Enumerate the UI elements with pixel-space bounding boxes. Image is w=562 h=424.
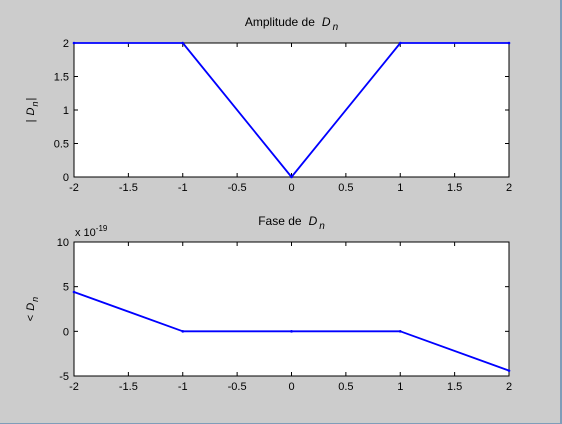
plot-2-y-multiplier-base: x 10 xyxy=(75,227,96,239)
plot-2-x-tick-label: 1 xyxy=(397,381,403,393)
plot-1-x-tick-label: 1 xyxy=(397,182,403,194)
plot-1-data-point xyxy=(72,41,76,45)
plot-1-y-tick-label: 0 xyxy=(63,172,69,184)
plot-1-x-tick-label: 1.5 xyxy=(447,182,462,194)
plot-1-x-tick-label: -0.5 xyxy=(228,182,247,194)
plot-1-x-tick-label: 0.5 xyxy=(338,182,353,194)
plot-2-x-tick-label: -1 xyxy=(178,381,188,393)
plot-2-x-tick-label: 2 xyxy=(506,381,512,393)
plot-2-y-multiplier: x 10-19 xyxy=(75,224,108,239)
plot-2-y-label-prefix: < xyxy=(25,315,37,321)
plot-1-y-label-subscript: n xyxy=(30,102,40,107)
plot-2-y-label-subscript: n xyxy=(30,297,40,302)
plot-1-data-point xyxy=(398,41,402,45)
plot-1-y-label-suffix: | xyxy=(25,98,37,101)
plot-1: -2 -1.5 -1 -0.5 0 0.5 1 1.5 2 0 0.5 1 1.5 2 Amplitude … xyxy=(25,15,512,194)
plot-1-y-label-symbol: D xyxy=(25,107,37,115)
plot-2-x-tick-label: 1.5 xyxy=(447,381,462,393)
plot-1-y-axis-label: |Dn| xyxy=(25,98,40,123)
plot-2-data-point xyxy=(507,369,511,372)
plot-2-y-tick-label: 5 xyxy=(63,282,69,294)
plot-2-y-multiplier-exponent: -19 xyxy=(96,224,108,233)
plot-2-x-tick-label: -0.5 xyxy=(228,381,247,393)
plot-1-data-point xyxy=(507,41,511,45)
plot-1-x-tick-label: -1 xyxy=(178,182,188,194)
plot-2-y-tick-label: 10 xyxy=(57,237,69,249)
plot-2-data-point xyxy=(398,330,402,333)
plot-2-title-subscript: n xyxy=(319,221,325,232)
plot-1-y-label-prefix: | xyxy=(25,119,37,122)
plot-2-title-symbol: D xyxy=(309,214,318,228)
plot-1-y-tick-label: 1.5 xyxy=(54,72,69,84)
plot-2-data-point xyxy=(181,330,185,333)
plot-2-axes-box xyxy=(73,241,510,377)
plot-2-y-label-symbol: D xyxy=(25,303,37,311)
plot-1-title-text: Amplitude de xyxy=(245,15,315,29)
plot-1-x-tick-label: 0 xyxy=(288,182,294,194)
plot-2-data-point xyxy=(290,330,293,333)
plot-1-title-symbol: D xyxy=(322,15,331,29)
plot-2-title-text: Fase de xyxy=(258,214,302,228)
plot-1-x-tick-label: 2 xyxy=(506,182,512,194)
plot-1-x-tick-label: -2 xyxy=(69,182,79,194)
plot-1-axes-box xyxy=(73,42,510,178)
plot-1-y-tick-label: 2 xyxy=(63,38,69,50)
plot-1-data-point xyxy=(181,41,185,45)
plot-2-data-point xyxy=(72,290,76,294)
plot-1-y-tick-label: 0.5 xyxy=(54,139,69,151)
plot-2-x-tick-label: 0.5 xyxy=(338,381,353,393)
plot-2-y-axis-label: < Dn xyxy=(25,297,40,321)
plot-2-x-tick-label: -2 xyxy=(69,381,79,393)
plot-2-x-tick-label: 0 xyxy=(288,381,294,393)
plot-2-x-tick-label: -1.5 xyxy=(119,381,138,393)
plot-2-y-tick-label: -5 xyxy=(59,371,69,383)
plot-1-data-point xyxy=(290,175,293,179)
plot-1-title-subscript: n xyxy=(333,22,339,33)
plot-2-y-tick-label: 0 xyxy=(63,326,69,338)
plot-1-x-tick-label: -1.5 xyxy=(119,182,138,194)
plot-1-y-tick-label: 1 xyxy=(63,105,69,117)
